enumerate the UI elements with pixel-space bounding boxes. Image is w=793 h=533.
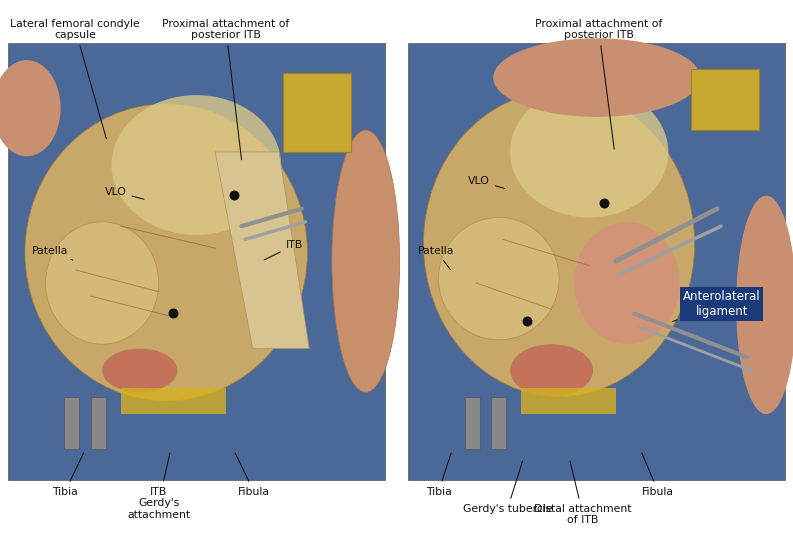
Text: Tibia: Tibia (426, 453, 451, 497)
Point (521, 317, 534, 325)
Ellipse shape (439, 217, 559, 340)
Bar (121, 388, 227, 414)
Point (167, 309, 179, 318)
Ellipse shape (423, 91, 695, 397)
Polygon shape (215, 152, 309, 349)
Text: Lateral femoral condyle
capsule: Lateral femoral condyle capsule (10, 19, 140, 139)
Ellipse shape (0, 60, 60, 156)
Bar (465, 397, 480, 449)
Text: Proximal attachment of
posterior ITB: Proximal attachment of posterior ITB (163, 19, 289, 160)
Point (598, 198, 611, 207)
Text: Proximal attachment of
posterior ITB: Proximal attachment of posterior ITB (535, 19, 662, 149)
Text: Anterolateral
ligament: Anterolateral ligament (672, 290, 760, 321)
Text: Fibula: Fibula (642, 453, 674, 497)
Text: VLO: VLO (468, 176, 505, 189)
Ellipse shape (46, 222, 159, 344)
Ellipse shape (510, 86, 668, 217)
Ellipse shape (510, 344, 593, 397)
Text: Fibula: Fibula (236, 453, 270, 497)
Text: Tibia: Tibia (52, 453, 83, 497)
Text: ITB
Gerdy's
attachment: ITB Gerdy's attachment (127, 453, 190, 520)
Ellipse shape (493, 38, 700, 117)
Text: VLO: VLO (105, 187, 144, 199)
Ellipse shape (574, 222, 680, 344)
Ellipse shape (736, 196, 793, 414)
Text: ITB: ITB (264, 240, 303, 260)
Bar (492, 397, 507, 449)
Text: Patella: Patella (418, 246, 454, 270)
Bar (408, 43, 785, 480)
Text: Patella: Patella (32, 246, 73, 260)
Ellipse shape (331, 130, 400, 392)
Ellipse shape (25, 104, 308, 401)
Bar (283, 73, 351, 152)
Point (228, 190, 240, 199)
Text: Distal attachment
of ITB: Distal attachment of ITB (534, 461, 631, 526)
Bar (8, 43, 385, 480)
Bar (521, 388, 615, 414)
Bar (90, 397, 105, 449)
Ellipse shape (112, 95, 281, 235)
Bar (64, 397, 79, 449)
Ellipse shape (102, 349, 178, 392)
Text: Gerdy's tubercle: Gerdy's tubercle (462, 461, 553, 514)
Bar (691, 69, 759, 130)
